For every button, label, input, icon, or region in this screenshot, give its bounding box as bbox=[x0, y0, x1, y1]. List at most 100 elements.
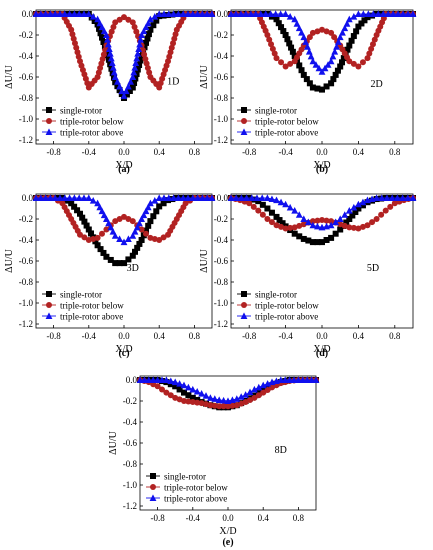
y-tick-label: -0.2 bbox=[123, 396, 137, 406]
data-point bbox=[203, 194, 211, 201]
data-point bbox=[359, 198, 367, 206]
y-tick-label: -1.0 bbox=[19, 114, 34, 124]
series-3 bbox=[32, 194, 216, 246]
data-point bbox=[133, 71, 140, 77]
data-point bbox=[189, 385, 197, 393]
y-tick-label: -0.8 bbox=[19, 93, 34, 103]
data-point bbox=[114, 78, 121, 85]
data-point bbox=[273, 222, 280, 229]
data-point bbox=[331, 34, 338, 41]
data-point bbox=[279, 220, 286, 227]
data-point bbox=[147, 199, 154, 207]
data-point bbox=[105, 45, 113, 52]
data-point bbox=[350, 13, 358, 20]
data-point bbox=[318, 68, 326, 75]
data-point bbox=[143, 230, 149, 237]
panel-label: (e) bbox=[222, 537, 233, 548]
data-point bbox=[98, 60, 105, 67]
x-tick-label: 0.4 bbox=[154, 147, 166, 157]
data-point bbox=[280, 28, 287, 35]
data-point bbox=[262, 10, 270, 17]
data-point bbox=[383, 194, 391, 201]
data-point bbox=[334, 67, 341, 74]
data-point bbox=[107, 223, 115, 231]
data-point bbox=[96, 25, 103, 32]
data-point bbox=[369, 219, 376, 226]
y-tick-label: -1.2 bbox=[123, 501, 137, 511]
data-point bbox=[343, 219, 350, 226]
data-point bbox=[185, 392, 192, 399]
data-point bbox=[359, 59, 366, 66]
data-point bbox=[80, 194, 88, 201]
data-point bbox=[112, 79, 119, 86]
data-point bbox=[253, 194, 261, 201]
data-point bbox=[255, 383, 263, 391]
data-point bbox=[269, 45, 276, 52]
data-point bbox=[97, 65, 104, 71]
y-tick-label: -0.8 bbox=[19, 277, 34, 287]
distance-annotation: 2D bbox=[370, 79, 382, 90]
series-line bbox=[36, 13, 212, 89]
data-point bbox=[211, 402, 218, 409]
legend-label: single-rotor bbox=[60, 106, 102, 116]
data-point bbox=[227, 10, 235, 17]
data-point bbox=[149, 376, 157, 383]
data-point bbox=[364, 10, 372, 17]
legend-label: triple-rotor above bbox=[164, 494, 227, 504]
data-point bbox=[293, 20, 301, 27]
legend-label: single-rotor bbox=[164, 472, 206, 482]
data-point bbox=[251, 385, 258, 393]
data-point bbox=[259, 211, 266, 218]
data-point bbox=[350, 203, 358, 211]
data-point bbox=[198, 390, 205, 397]
data-point bbox=[296, 222, 303, 229]
data-point bbox=[268, 41, 275, 48]
legend-label: triple-rotor below bbox=[60, 117, 124, 127]
data-point bbox=[304, 218, 312, 226]
data-point bbox=[155, 194, 163, 201]
data-point bbox=[352, 209, 359, 215]
data-point bbox=[229, 402, 236, 409]
data-point bbox=[299, 376, 307, 383]
x-tick-label: -0.8 bbox=[150, 513, 165, 523]
legend-label: single-rotor bbox=[255, 290, 297, 300]
data-point bbox=[125, 16, 132, 23]
data-point bbox=[138, 226, 145, 233]
data-point bbox=[81, 234, 88, 241]
data-point bbox=[341, 222, 348, 229]
data-point bbox=[332, 218, 340, 226]
data-point bbox=[100, 51, 107, 58]
data-point bbox=[69, 31, 76, 38]
data-point bbox=[138, 215, 145, 222]
data-point bbox=[355, 10, 362, 17]
data-point bbox=[272, 10, 280, 17]
data-point bbox=[97, 246, 104, 253]
legend-marker bbox=[149, 494, 157, 501]
data-point bbox=[189, 394, 196, 401]
data-point bbox=[273, 196, 280, 204]
data-point bbox=[142, 207, 150, 215]
data-point bbox=[176, 380, 183, 387]
data-point bbox=[85, 226, 92, 233]
data-point bbox=[306, 34, 313, 41]
data-point bbox=[281, 376, 289, 383]
data-point bbox=[106, 50, 114, 57]
data-point bbox=[260, 389, 267, 396]
data-point bbox=[134, 66, 141, 73]
data-point bbox=[284, 36, 291, 43]
legend-label: triple-rotor below bbox=[255, 301, 319, 311]
data-point bbox=[75, 53, 82, 60]
data-point bbox=[47, 194, 54, 201]
data-point bbox=[153, 208, 160, 215]
data-point bbox=[295, 211, 303, 218]
data-point bbox=[131, 24, 138, 31]
data-point bbox=[180, 381, 188, 389]
data-point bbox=[350, 60, 357, 67]
data-point bbox=[287, 60, 294, 67]
y-tick-label: -1.2 bbox=[19, 135, 33, 145]
data-point bbox=[312, 376, 320, 383]
data-point bbox=[295, 376, 302, 383]
data-point bbox=[309, 218, 316, 225]
data-point bbox=[145, 222, 152, 229]
